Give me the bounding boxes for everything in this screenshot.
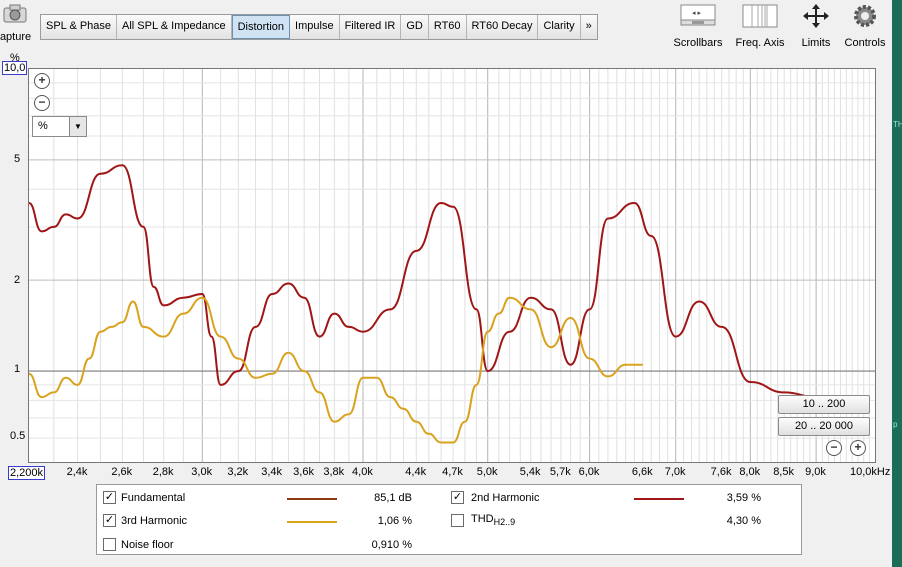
x-tick-label: 5,0k (476, 466, 498, 478)
x-tick-label: 4,4k (405, 466, 427, 478)
tab-gd[interactable]: GD (401, 15, 429, 39)
x-tick-label: 4,7k (442, 466, 463, 478)
trace-legend: ✓ Fundamental 85,1 dB ✓ 3rd Harmonic 1,0… (96, 484, 802, 555)
second-harmonic-checkbox[interactable]: ✓ (451, 491, 464, 504)
side-text: p (893, 420, 898, 429)
scrollbars-label: Scrollbars (673, 37, 723, 49)
thd-label: THDH2..9 (471, 513, 515, 527)
series-line-3rd-harmonic (29, 296, 643, 444)
x-min-limit[interactable]: 2,200k (8, 466, 46, 480)
x-tick-label: 2,6k (111, 466, 133, 478)
series-line-2nd-harmonic (29, 164, 847, 409)
x-tick-label: 4,0k (352, 466, 373, 478)
x-tick-label: 3,0k (191, 466, 213, 478)
fundamental-checkbox[interactable]: ✓ (103, 491, 116, 504)
side-text: TH (893, 120, 902, 129)
chevron-down-icon: ▼ (69, 117, 86, 136)
tab-rt60[interactable]: RT60 (428, 15, 467, 39)
second-harmonic-swatch (634, 498, 684, 500)
x-tick-label: 10,0kHz (850, 466, 891, 478)
noise-floor-checkbox[interactable] (103, 538, 116, 551)
y-max-limit[interactable]: 10,0 (2, 61, 28, 75)
tab-all-spl-impedance[interactable]: All SPL & Impedance (117, 15, 232, 39)
limits-button[interactable]: Limits (784, 3, 848, 49)
thd-label-text: THD (471, 513, 494, 525)
graph-tabs: SPL & Phase All SPL & Impedance Distorti… (40, 14, 598, 40)
zoom-out-icon[interactable]: − (826, 440, 842, 456)
thd-value: 4,30 % (726, 515, 761, 527)
x-tick-label: 9,0k (805, 466, 826, 478)
camera-icon (3, 4, 27, 23)
x-tick-label: 3,8k (323, 466, 345, 478)
limits-icon (803, 4, 829, 28)
unit-select[interactable]: % ▼ (32, 116, 87, 137)
capture-label: Capture (0, 31, 32, 43)
tab-impulse[interactable]: Impulse (290, 15, 340, 39)
range-20-20000-button[interactable]: 20 .. 20 000 (778, 417, 870, 436)
third-harmonic-label: 3rd Harmonic (121, 515, 188, 527)
tab-rt60-decay[interactable]: RT60 Decay (466, 15, 539, 39)
y-tick-label: 0.5 (10, 430, 26, 442)
controls-button[interactable]: Controls (833, 3, 897, 49)
x-tick-label: 3,2k (227, 466, 249, 478)
noise-floor-label: Noise floor (121, 539, 174, 551)
x-tick-label: 5,4k (519, 466, 541, 478)
noise-floor-value: 0,910 % (371, 539, 412, 551)
distortion-graph[interactable] (28, 68, 876, 463)
x-tick-label: 7,0k (664, 466, 686, 478)
freq-axis-label: Freq. Axis (735, 37, 785, 49)
thd-label-sub: H2..9 (493, 517, 516, 528)
y-unit-label: % (10, 52, 20, 64)
y-tick-label: 5 (14, 153, 21, 165)
fundamental-value: 85,1 dB (374, 492, 412, 504)
range-10-200-button[interactable]: 10 .. 200 (778, 395, 870, 414)
side-panel-edge: TH p (892, 0, 902, 567)
gear-icon (854, 5, 876, 27)
third-harmonic-checkbox[interactable]: ✓ (103, 514, 116, 527)
freq-axis-button[interactable]: Freq. Axis (728, 3, 792, 49)
x-tick-label: 6,0k (578, 466, 600, 478)
controls-label: Controls (844, 37, 886, 49)
x-tick-label: 8,0k (739, 466, 761, 478)
scrollbars-icon: ◂ ▸ (680, 4, 716, 26)
second-harmonic-label: 2nd Harmonic (471, 492, 540, 504)
tab-distortion[interactable]: Distortion (231, 15, 291, 39)
svg-text:◂ ▸: ◂ ▸ (692, 10, 701, 17)
x-tick-label: 5,7k (549, 466, 571, 478)
zoom-out-icon[interactable]: − (34, 95, 50, 111)
limits-label: Limits (801, 37, 831, 49)
capture-button[interactable]: Capture (0, 0, 36, 46)
distortion-plot (29, 69, 875, 462)
y-tick-label: 2 (14, 274, 21, 286)
third-harmonic-value: 1,06 % (377, 515, 412, 527)
y-tick-label: 1 (14, 363, 21, 375)
zoom-in-icon[interactable]: + (34, 73, 50, 89)
x-tick-label: 3,4k (261, 466, 283, 478)
third-harmonic-swatch (287, 521, 337, 523)
tab-filtered-ir[interactable]: Filtered IR (339, 15, 402, 39)
fundamental-label: Fundamental (121, 492, 186, 504)
tab-spl-phase[interactable]: SPL & Phase (41, 15, 118, 39)
scrollbars-button[interactable]: ◂ ▸ Scrollbars (666, 3, 730, 49)
tab-more[interactable]: » (580, 15, 597, 39)
freq-axis-icon (742, 4, 778, 28)
x-tick-label: 2,4k (66, 466, 88, 478)
x-tick-label: 6,6k (631, 466, 653, 478)
x-tick-label: 8,5k (773, 466, 794, 478)
fundamental-swatch (287, 498, 337, 500)
x-tick-label: 3,6k (293, 466, 314, 478)
zoom-in-icon[interactable]: + (850, 440, 866, 456)
tab-clarity[interactable]: Clarity (538, 15, 581, 39)
x-tick-label: 7,6k (710, 466, 732, 478)
second-harmonic-value: 3,59 % (726, 492, 761, 504)
thd-checkbox[interactable] (451, 514, 464, 527)
unit-select-value: % (38, 120, 48, 132)
x-tick-label: 2,8k (152, 466, 174, 478)
